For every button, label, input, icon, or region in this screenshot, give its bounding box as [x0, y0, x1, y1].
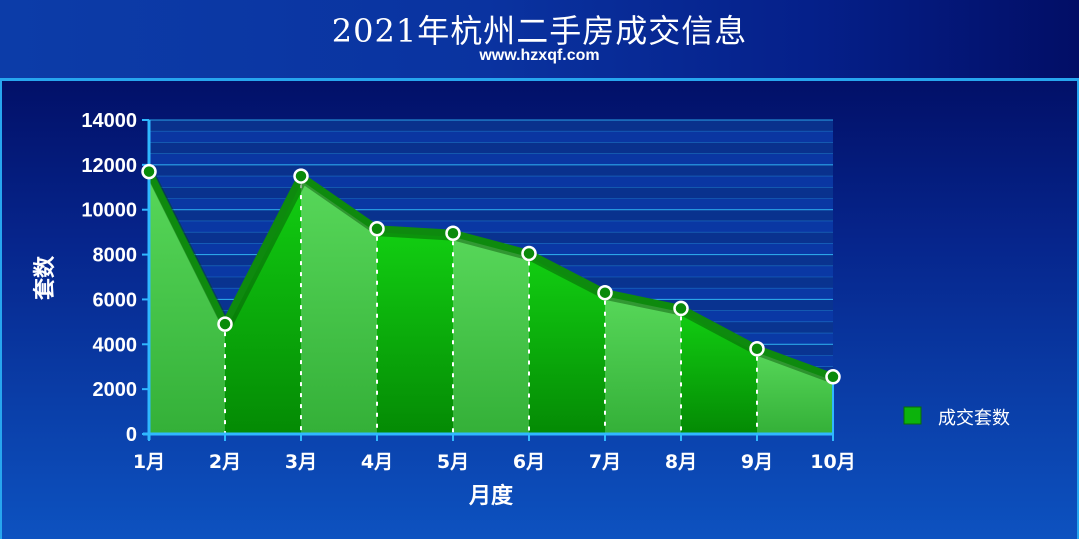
plot-band — [149, 176, 833, 188]
x-tick-labels: 1月 2月 3月 4月 5月 6月 7月 8月 9月 10月 — [133, 451, 856, 473]
area-segment — [301, 176, 377, 435]
y-tick-label: 10000 — [81, 200, 137, 222]
data-point — [369, 221, 385, 237]
x-tick-label: 7月 — [589, 451, 621, 473]
data-point — [597, 284, 613, 301]
x-tick-label: 5月 — [437, 451, 469, 473]
area-segment — [529, 253, 605, 434]
x-tick-label: 2月 — [209, 451, 241, 473]
x-tick-label: 6月 — [513, 451, 545, 473]
plot-band — [149, 131, 833, 143]
y-tick-label: 12000 — [81, 155, 137, 177]
data-point — [749, 341, 765, 357]
data-point — [673, 300, 689, 317]
series-line — [145, 170, 837, 385]
title-bar: 2021年杭州二手房成交信息 www.hzxqf.com — [0, 0, 1079, 78]
data-points — [141, 163, 841, 385]
plot-band — [149, 198, 833, 210]
y-tick-label: 2000 — [93, 379, 138, 401]
plot-band — [149, 153, 833, 165]
area-segment — [605, 292, 681, 434]
plot-band — [149, 187, 833, 199]
y-tick-label: 6000 — [93, 289, 138, 311]
plot-band — [149, 164, 833, 177]
x-tick-label: 10月 — [810, 451, 855, 473]
data-point — [293, 168, 309, 184]
plot-band — [149, 120, 833, 132]
legend-label: 成交套数 — [938, 408, 1010, 429]
x-tick-label: 1月 — [133, 451, 165, 473]
y-axis-label: 套数 — [32, 255, 58, 300]
plot-band — [149, 220, 833, 233]
plot-band — [149, 142, 833, 154]
x-tick-label: 3月 — [285, 451, 317, 473]
legend: 成交套数 — [903, 406, 1010, 429]
x-tick-label: 8月 — [665, 451, 697, 473]
chart-title: 2021年杭州二手房成交信息 — [331, 12, 748, 50]
y-tick-label: 8000 — [93, 245, 138, 267]
y-tick-labels: 0 2000 4000 6000 8000 10000 12000 14000 — [81, 110, 137, 446]
x-tick-label: 9月 — [741, 451, 773, 473]
data-point — [141, 163, 157, 180]
area-segment — [453, 233, 529, 434]
x-tick-label: 4月 — [361, 451, 393, 473]
data-point — [521, 245, 537, 262]
area-series — [149, 171, 833, 435]
area-segment — [377, 228, 453, 434]
y-tick-label: 0 — [126, 424, 137, 446]
data-point — [217, 316, 233, 332]
y-tick-label: 4000 — [93, 334, 138, 356]
data-point — [825, 369, 841, 385]
plot-band — [149, 209, 833, 221]
area-segment — [225, 176, 301, 435]
series-line-path — [145, 170, 835, 381]
y-tick-label: 14000 — [81, 110, 137, 132]
dashed-dividers — [224, 184, 758, 434]
plot-band — [149, 232, 833, 244]
data-point — [445, 225, 461, 242]
x-axis-label: 月度 — [468, 483, 514, 509]
legend-swatch — [903, 406, 922, 425]
area-segment — [149, 171, 225, 435]
chart-subtitle: www.hzxqf.com — [479, 47, 600, 64]
